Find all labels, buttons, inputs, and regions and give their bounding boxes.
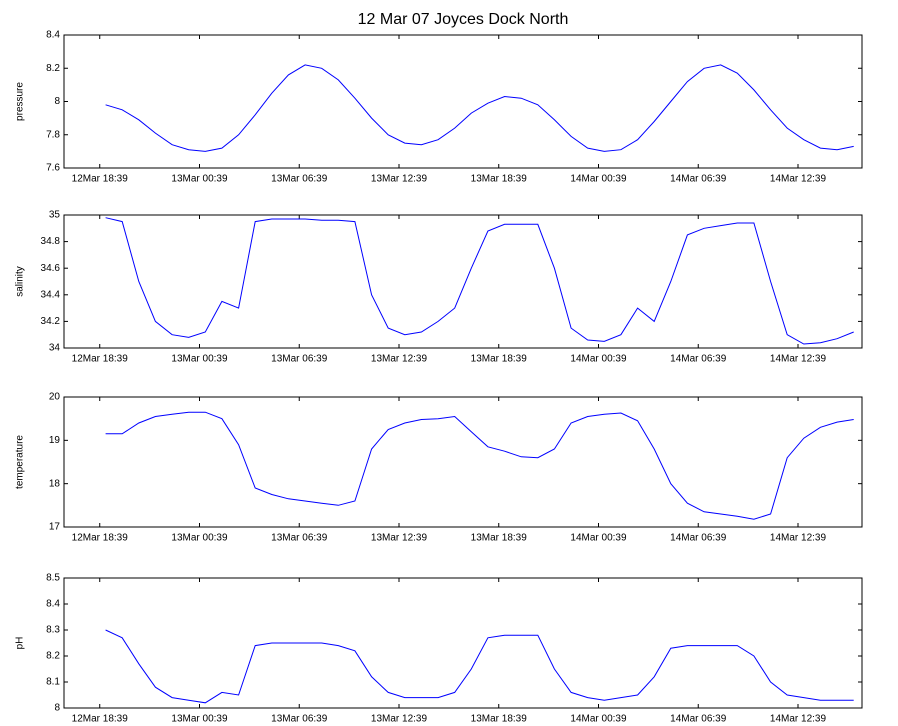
y-tick-label: 8.4: [46, 30, 60, 41]
x-tick-label: 13Mar 00:39: [171, 714, 228, 725]
x-tick-label: 13Mar 06:39: [271, 714, 328, 725]
x-tick-label: 13Mar 00:39: [171, 174, 228, 185]
x-tick-label: 14Mar 00:39: [570, 714, 627, 725]
axes-box: [63, 214, 863, 349]
x-tick-label: 13Mar 18:39: [471, 354, 528, 365]
x-tick-label: 14Mar 00:39: [570, 533, 627, 544]
x-tick-label: 14Mar 12:39: [770, 533, 827, 544]
y-tick-label: 8.1: [46, 677, 60, 688]
x-tick-label: 13Mar 00:39: [171, 354, 228, 365]
x-tick-label: 13Mar 12:39: [371, 714, 428, 725]
y-axis-label: temperature: [15, 435, 26, 489]
y-tick-label: 8: [54, 96, 60, 107]
y-tick-label: 8.5: [46, 573, 60, 584]
y-tick-label: 34: [49, 343, 61, 354]
data-line: [105, 629, 854, 704]
x-tick-label: 12Mar 18:39: [72, 533, 129, 544]
x-tick-label: 12Mar 18:39: [72, 354, 129, 365]
x-tick-label: 14Mar 12:39: [770, 174, 827, 185]
y-axis-label: salinity: [15, 266, 26, 297]
y-tick-label: 20: [49, 392, 61, 403]
x-tick-label: 13Mar 18:39: [471, 714, 528, 725]
y-tick-label: 7.6: [46, 163, 60, 174]
y-tick-label: 7.8: [46, 129, 60, 140]
x-tick-label: 14Mar 12:39: [770, 354, 827, 365]
y-tick-label: 34.4: [41, 289, 61, 300]
x-tick-label: 14Mar 00:39: [570, 174, 627, 185]
y-tick-label: 34.6: [41, 263, 61, 274]
chart-title: 12 Mar 07 Joyces Dock North: [358, 11, 569, 28]
x-tick-label: 13Mar 06:39: [271, 354, 328, 365]
y-tick-label: 35: [49, 210, 61, 221]
x-tick-label: 14Mar 12:39: [770, 714, 827, 725]
x-tick-label: 13Mar 12:39: [371, 354, 428, 365]
x-tick-label: 12Mar 18:39: [72, 174, 129, 185]
y-tick-label: 8.3: [46, 625, 60, 636]
x-tick-label: 14Mar 06:39: [670, 533, 727, 544]
y-tick-label: 34.8: [41, 236, 61, 247]
y-tick-label: 8.4: [46, 599, 60, 610]
axes-box: [63, 577, 863, 709]
x-tick-label: 13Mar 18:39: [471, 533, 528, 544]
x-tick-label: 13Mar 12:39: [371, 174, 428, 185]
data-line: [105, 411, 854, 520]
y-tick-label: 17: [49, 522, 61, 533]
x-tick-label: 13Mar 06:39: [271, 533, 328, 544]
axes-box: [63, 396, 863, 528]
y-tick-label: 19: [49, 435, 61, 446]
y-axis-label: pH: [15, 637, 26, 650]
y-tick-label: 8.2: [46, 63, 60, 74]
y-tick-label: 18: [49, 478, 61, 489]
x-tick-label: 14Mar 06:39: [670, 354, 727, 365]
x-tick-label: 13Mar 18:39: [471, 174, 528, 185]
x-tick-label: 14Mar 06:39: [670, 174, 727, 185]
y-tick-label: 8: [54, 703, 60, 714]
x-tick-label: 13Mar 06:39: [271, 174, 328, 185]
x-tick-label: 14Mar 06:39: [670, 714, 727, 725]
data-line: [105, 217, 854, 345]
x-tick-label: 14Mar 00:39: [570, 354, 627, 365]
x-tick-label: 13Mar 12:39: [371, 533, 428, 544]
y-axis-label: pressure: [15, 82, 26, 121]
y-tick-label: 34.2: [41, 316, 61, 327]
data-line: [105, 64, 854, 152]
x-tick-label: 13Mar 00:39: [171, 533, 228, 544]
x-tick-label: 12Mar 18:39: [72, 714, 129, 725]
y-tick-label: 8.2: [46, 651, 60, 662]
